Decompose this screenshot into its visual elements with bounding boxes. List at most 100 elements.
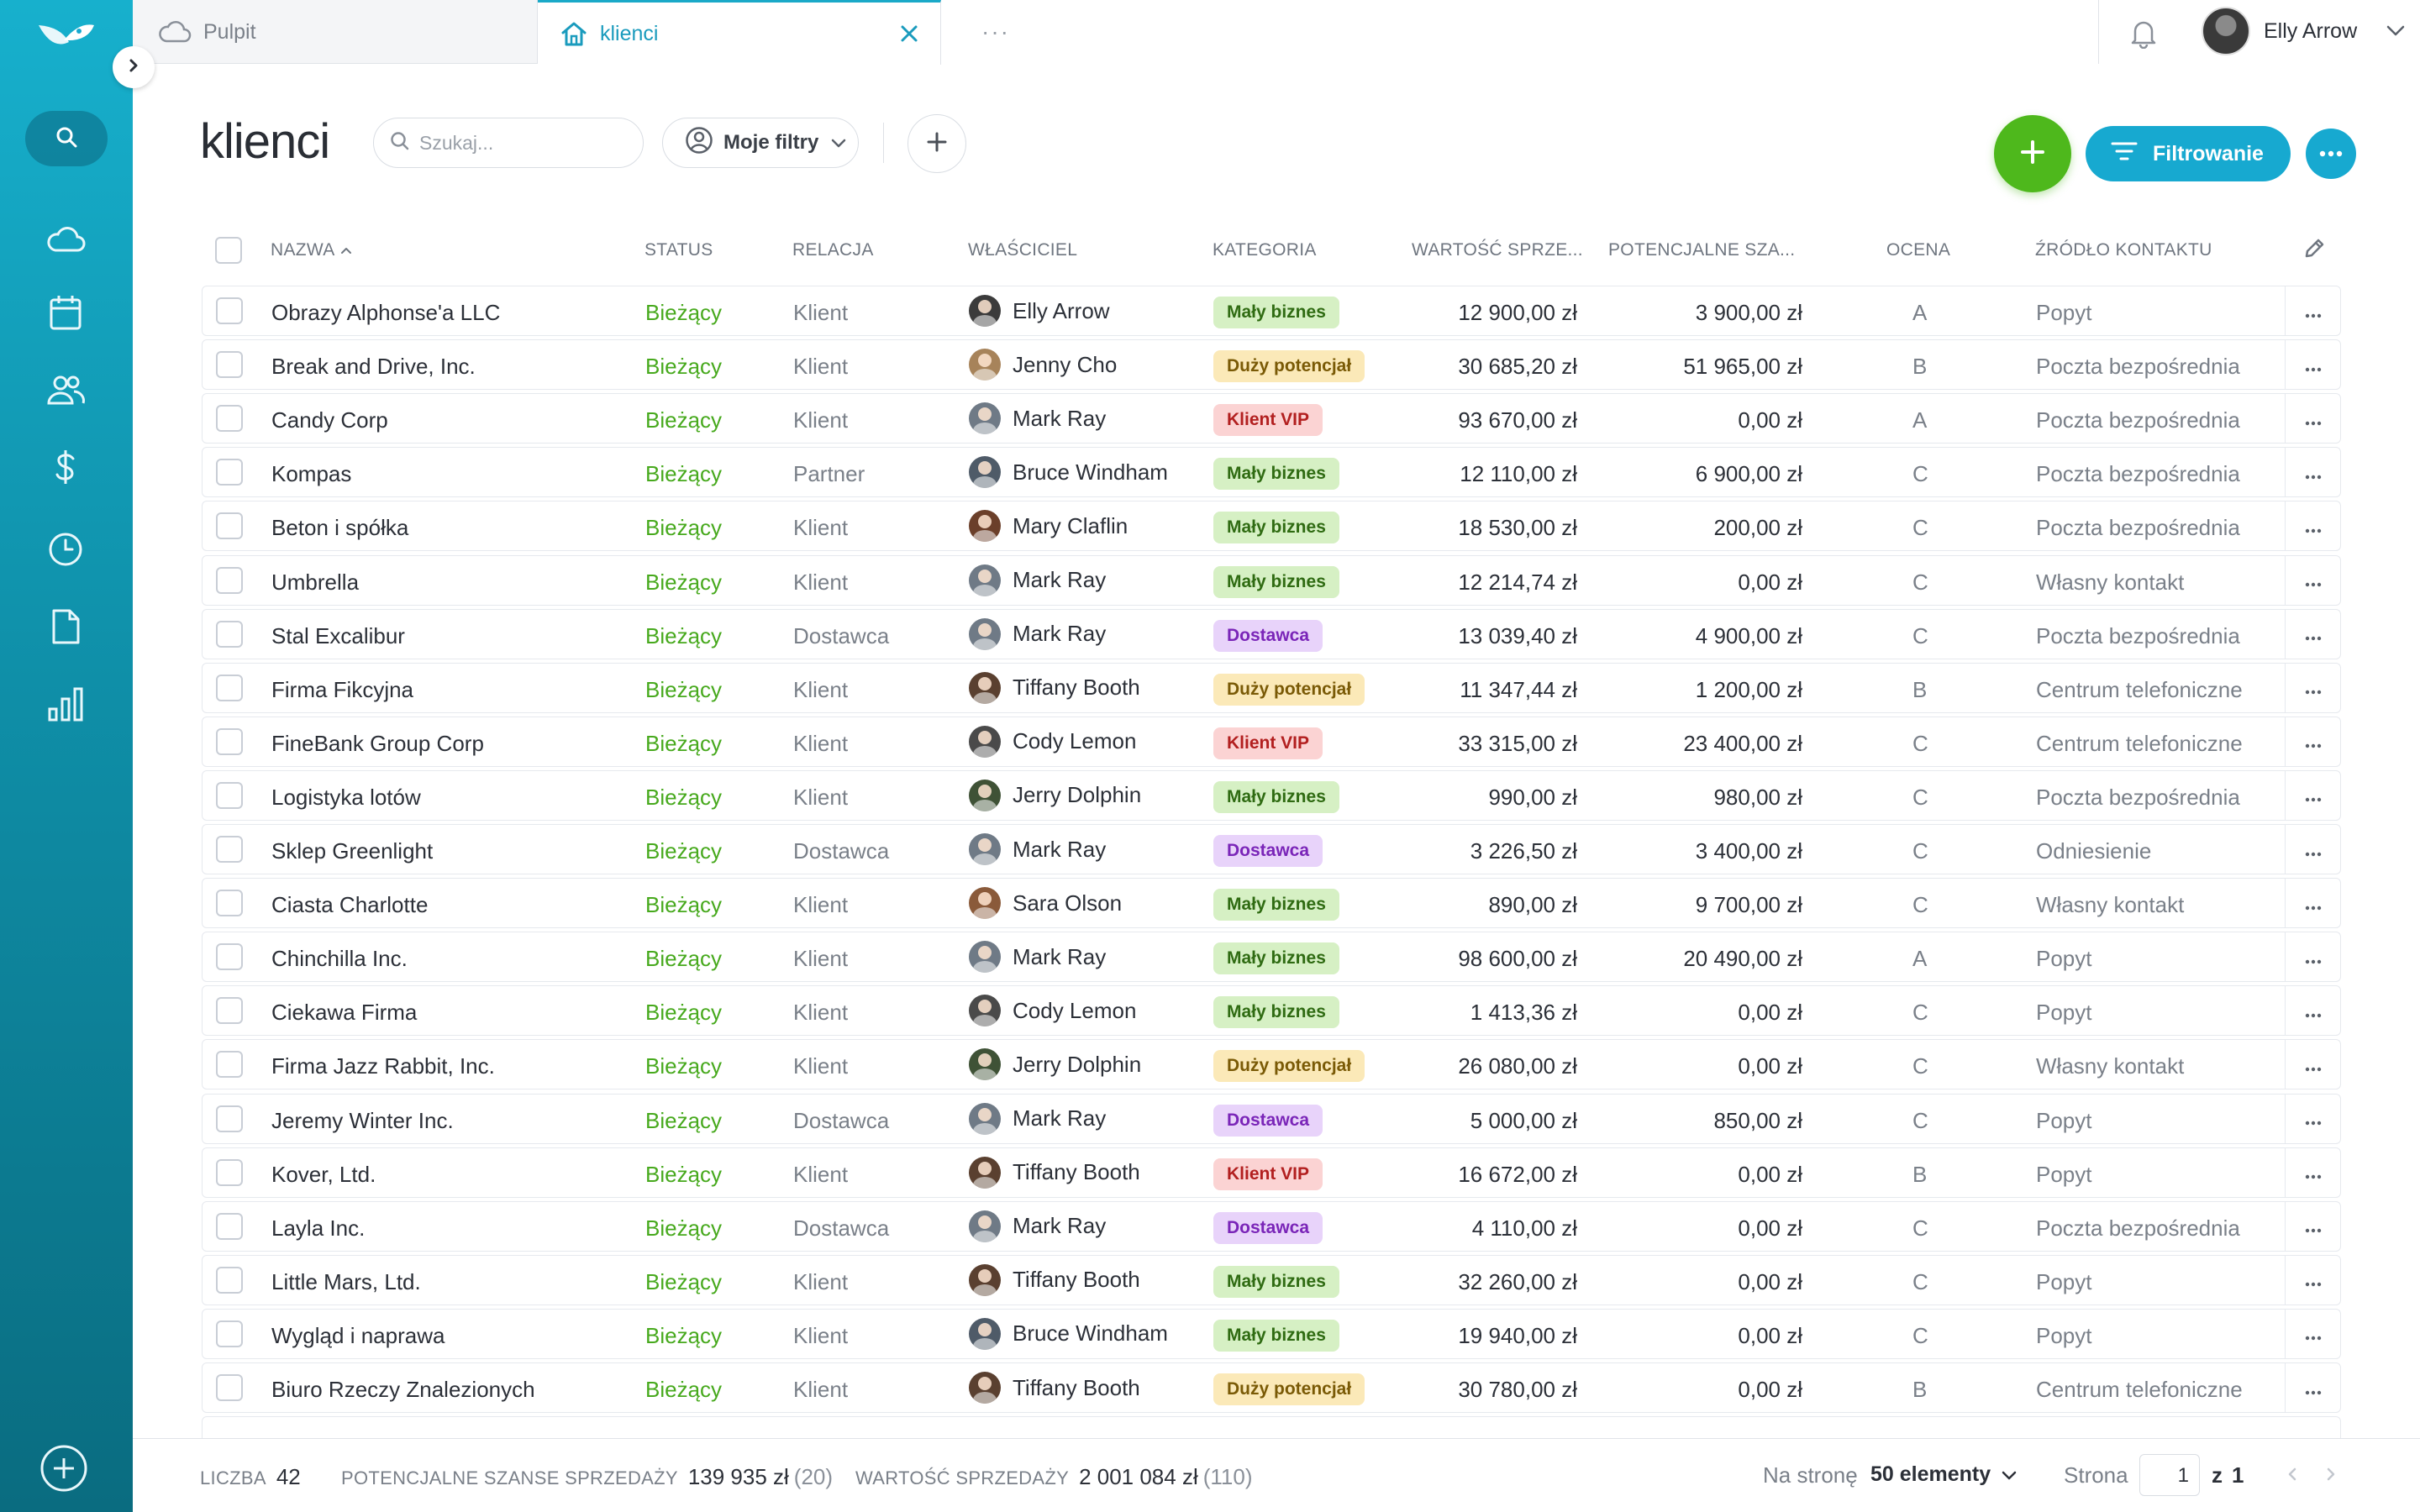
row-more-button[interactable] (2285, 448, 2340, 497)
row-more-button[interactable] (2285, 286, 2340, 335)
sidebar-item-calendar[interactable] (42, 291, 89, 338)
row-more-button[interactable] (2285, 501, 2340, 551)
client-name[interactable]: Ciekawa Firma (271, 1000, 418, 1026)
owner[interactable]: Cody Lemon (969, 995, 1136, 1027)
table-row[interactable]: Break and Drive, Inc. Bieżący Klient Jenny … (202, 339, 2341, 391)
more-options-button[interactable] (2306, 129, 2356, 179)
sidebar-item-time[interactable] (42, 528, 89, 575)
bell-icon[interactable] (2129, 17, 2158, 53)
owner[interactable]: Elly Arrow (969, 295, 1110, 327)
row-checkbox[interactable] (216, 620, 243, 648)
owner[interactable]: Mark Ray (969, 402, 1106, 435)
owner[interactable]: Mark Ray (969, 941, 1106, 974)
client-name[interactable]: Kover, Ltd. (271, 1161, 376, 1187)
owner[interactable]: Tiffany Booth (969, 1156, 1140, 1189)
row-checkbox[interactable] (216, 512, 243, 540)
row-more-button[interactable] (2285, 1255, 2340, 1305)
edit-columns-icon[interactable] (2302, 237, 2326, 265)
row-checkbox[interactable] (216, 1320, 243, 1347)
row-checkbox[interactable] (216, 1374, 243, 1401)
add-filter-button[interactable] (908, 114, 966, 173)
owner[interactable]: Mark Ray (969, 617, 1106, 650)
row-checkbox[interactable] (216, 890, 243, 917)
client-name[interactable]: Obrazy Alphonse'a LLC (271, 300, 501, 325)
search-box[interactable] (373, 118, 644, 168)
row-more-button[interactable] (2285, 1147, 2340, 1197)
row-checkbox[interactable] (216, 781, 243, 809)
close-icon[interactable] (897, 21, 922, 52)
my-filters-dropdown[interactable]: Moje filtry (662, 118, 859, 168)
table-row[interactable]: Wygląd i naprawa Bieżący Klient Bruce Windh… (202, 1308, 2341, 1359)
owner[interactable]: Jerry Dolphin (969, 779, 1141, 811)
sidebar-add-button[interactable] (39, 1445, 89, 1495)
row-more-button[interactable] (2285, 394, 2340, 444)
row-more-button[interactable] (2285, 663, 2340, 712)
owner[interactable]: Tiffany Booth (969, 1372, 1140, 1404)
sidebar-item-documents[interactable] (42, 605, 89, 652)
table-row[interactable]: Kover, Ltd. Bieżący Klient Tiffany Booth Kli… (202, 1147, 2341, 1198)
column-header-source[interactable]: ŹRÓDŁO KONTAKTU (2035, 240, 2212, 260)
client-name[interactable]: Beton i spółka (271, 515, 409, 541)
sidebar-expand-button[interactable] (113, 46, 155, 88)
row-checkbox[interactable] (216, 674, 243, 701)
table-row[interactable]: Umbrella Bieżący Klient Mark Ray Mały biznes… (202, 554, 2341, 606)
table-row[interactable]: Stal Excalibur Bieżący Dostawca Mark Ray Dos… (202, 608, 2341, 659)
column-header-potential[interactable]: POTENCJALNE SZA... (1608, 240, 1796, 260)
row-checkbox[interactable] (216, 1051, 243, 1079)
client-name[interactable]: Umbrella (271, 569, 360, 595)
client-name[interactable]: Chinchilla Inc. (271, 946, 408, 972)
table-row[interactable]: Obrazy Alphonse'a LLC Bieżący Klient Elly A… (202, 286, 2341, 336)
tab-klienci[interactable]: klienci (538, 0, 941, 65)
chevron-down-icon[interactable] (2385, 22, 2407, 43)
filter-button[interactable]: Filtrowanie (2086, 126, 2291, 181)
table-row[interactable]: Ciekawa Firma Bieżący Klient Cody Lemon Mały… (202, 985, 2341, 1037)
column-header-value[interactable]: WARTOŚĆ SPRZE... (1412, 240, 1583, 260)
column-header-category[interactable]: KATEGORIA (1213, 240, 1317, 260)
client-name[interactable]: Logistyka lotów (271, 784, 421, 810)
client-name[interactable]: FineBank Group Corp (271, 730, 484, 756)
row-more-button[interactable] (2285, 1363, 2340, 1412)
table-row[interactable]: Kompas Bieżący Partner Bruce Windham Mały bi… (202, 447, 2341, 498)
table-row[interactable]: Logistyka lotów Bieżący Klient Jerry Dolphi… (202, 769, 2341, 821)
column-header-status[interactable]: STATUS (644, 240, 713, 260)
client-name[interactable]: Firma Jazz Rabbit, Inc. (271, 1053, 495, 1079)
table-row[interactable]: Biuro Rzeczy Znalezionych Bieżący Klient Ti… (202, 1362, 2341, 1413)
table-row[interactable]: Firma Fikcyjna Bieżący Klient Tiffany Booth… (202, 662, 2341, 713)
row-checkbox[interactable] (216, 943, 243, 971)
select-all-checkbox[interactable] (215, 237, 242, 264)
row-checkbox[interactable] (216, 1212, 243, 1240)
row-checkbox[interactable] (216, 566, 243, 594)
tab-more-button[interactable]: ··· (941, 0, 2214, 64)
client-name[interactable]: Biuro Rzeczy Znalezionych (271, 1377, 535, 1402)
row-checkbox[interactable] (216, 727, 243, 755)
client-name[interactable]: Candy Corp (271, 407, 388, 433)
add-client-button[interactable] (1994, 115, 2071, 192)
owner[interactable]: Mark Ray (969, 1102, 1106, 1135)
app-logo[interactable] (35, 17, 97, 57)
row-more-button[interactable] (2285, 555, 2340, 605)
owner[interactable]: Sara Olson (969, 887, 1122, 920)
row-checkbox[interactable] (216, 297, 243, 324)
row-more-button[interactable] (2285, 340, 2340, 390)
row-more-button[interactable] (2285, 932, 2340, 982)
row-more-button[interactable] (2285, 879, 2340, 928)
row-checkbox[interactable] (216, 997, 243, 1025)
row-checkbox[interactable] (216, 351, 243, 379)
row-more-button[interactable] (2285, 986, 2340, 1036)
owner[interactable]: Mark Ray (969, 833, 1106, 865)
owner[interactable]: Mark Ray (969, 1210, 1106, 1242)
row-checkbox[interactable] (216, 836, 243, 863)
client-name[interactable]: Wygląd i naprawa (271, 1322, 445, 1348)
row-checkbox[interactable] (216, 1105, 243, 1132)
row-checkbox[interactable] (216, 1158, 243, 1186)
search-input[interactable] (419, 131, 629, 155)
table-row[interactable]: Candy Corp Bieżący Klient Mark Ray Klient VI… (202, 393, 2341, 444)
row-more-button[interactable] (2285, 1040, 2340, 1089)
owner[interactable]: Cody Lemon (969, 725, 1136, 758)
row-more-button[interactable] (2285, 770, 2340, 820)
sidebar-search-button[interactable] (25, 111, 108, 166)
table-row[interactable]: FineBank Group Corp Bieżący Klient Cody Lem… (202, 716, 2341, 767)
sidebar-item-sales[interactable] (42, 445, 89, 492)
owner[interactable]: Jenny Cho (969, 349, 1117, 381)
owner[interactable]: Jerry Dolphin (969, 1048, 1141, 1081)
